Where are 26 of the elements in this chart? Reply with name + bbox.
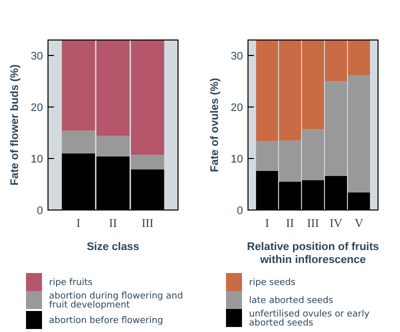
legend-label: ripe fruits [49, 278, 93, 288]
x-tick-label: I [265, 216, 270, 230]
y-tick-label: 0 [36, 204, 43, 217]
legend-label: abortion before flowering [49, 316, 164, 326]
x-tick-label: I [76, 216, 80, 230]
x-tick-label: III [142, 216, 154, 230]
y-tick-label: 30 [30, 50, 43, 62]
y-tick-label: 30 [230, 50, 243, 62]
x-tick-label: III [307, 216, 319, 230]
x-tick-label: V [354, 216, 364, 230]
x-tick-label: II [286, 216, 294, 230]
y-tick-label: 10 [30, 153, 43, 166]
y-axis-title: Fate of flower buds (%) [9, 64, 21, 186]
y-tick-label: 20 [230, 102, 243, 114]
y-axis-title: Fate of ovules (%) [209, 78, 221, 172]
legend-label: ripe seeds [249, 278, 296, 288]
x-tick-label: IV [330, 216, 343, 230]
legend-label: abortion during flowering and fruit development [49, 292, 183, 310]
y-tick-label: 20 [30, 102, 43, 114]
legend-label: late aborted seeds [249, 296, 334, 306]
x-axis-title: Relative position of fruits within inflorescence [246, 241, 380, 266]
y-tick-label: 0 [236, 204, 243, 217]
legend-label: unfertilised ovules or early aborted seeds [249, 310, 370, 328]
x-tick-label: II [109, 216, 117, 230]
x-axis-title: Size class [86, 241, 140, 253]
y-tick-label: 10 [230, 153, 243, 166]
